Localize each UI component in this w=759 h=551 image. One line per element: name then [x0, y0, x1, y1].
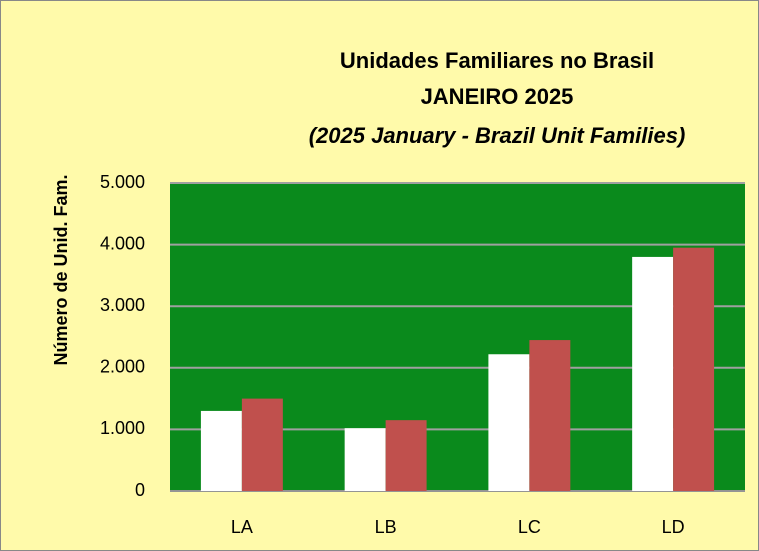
bar: [673, 247, 715, 491]
bar: [385, 420, 427, 491]
y-tick-label: 4.000: [100, 233, 145, 253]
y-tick-label: 3.000: [100, 295, 145, 315]
bar: [529, 340, 571, 491]
x-tick-label: LC: [518, 517, 541, 537]
y-tick-label: 0: [135, 480, 145, 500]
x-tick-label: LD: [662, 517, 685, 537]
y-tick-label: 2.000: [100, 357, 145, 377]
bar: [241, 398, 283, 491]
chart-subtitle: (2025 January - Brazil Unit Families): [309, 123, 686, 148]
y-axis-label: Número de Unid. Fam.: [51, 174, 71, 365]
x-tick-label: LA: [231, 517, 253, 537]
chart-title: Unidades Familiares no Brasil: [340, 48, 654, 73]
bar: [488, 354, 530, 491]
chart-subtitle: JANEIRO 2025: [421, 84, 574, 109]
y-tick-label: 1.000: [100, 418, 145, 438]
x-tick-label: LB: [375, 517, 397, 537]
y-tick-label: 5.000: [100, 172, 145, 192]
bar: [344, 428, 386, 491]
bar: [200, 410, 242, 491]
bar: [632, 256, 674, 491]
